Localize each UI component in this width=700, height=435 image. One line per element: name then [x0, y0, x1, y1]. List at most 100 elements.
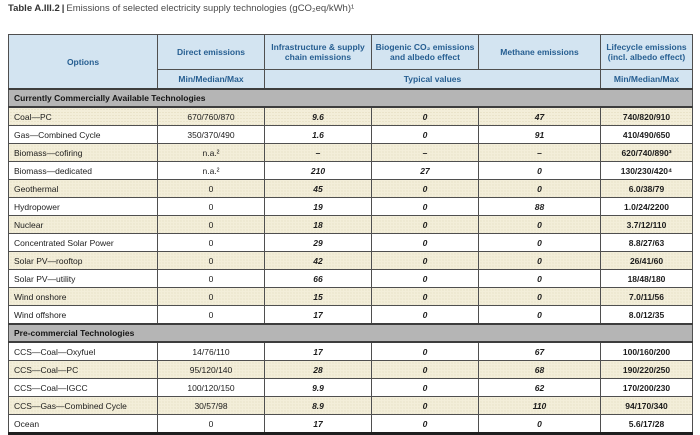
table-row: Coal—PC 670/760/870 9.6 0 47 740/820/910 [8, 106, 693, 126]
cell-direct-emissions: n.a.² [157, 143, 265, 162]
cell-option: Wind offshore [8, 305, 158, 325]
cell-option: CCS—Coal—IGCC [8, 378, 158, 397]
cell-direct-emissions: 0 [157, 414, 265, 434]
table-row: CCS—Coal—IGCC 100/120/150 9.9 0 62 170/200/23… [8, 378, 693, 397]
cell-biogenic-emissions: 0 [371, 197, 479, 216]
table-number: Table A.III.2 [8, 3, 60, 14]
cell-biogenic-emissions: – [371, 143, 479, 162]
cell-lifecycle-emissions: 100/160/200 [600, 341, 693, 361]
cell-direct-emissions: 14/76/110 [157, 341, 265, 361]
cell-infrastructure-emissions: 17 [264, 305, 372, 325]
cell-methane-emissions: 0 [478, 269, 601, 288]
cell-methane-emissions: 88 [478, 197, 601, 216]
table-row: Nuclear 0 18 0 0 3.7/12/110 [8, 215, 693, 234]
cell-direct-emissions: 0 [157, 305, 265, 325]
cell-direct-emissions: 95/120/140 [157, 360, 265, 379]
cell-biogenic-emissions: 0 [371, 179, 479, 198]
cell-biogenic-emissions: 0 [371, 251, 479, 270]
table-row: Solar PV—utility 0 66 0 0 18/48/180 [8, 269, 693, 288]
table-row: Ocean 0 17 0 0 5.6/17/28 [8, 414, 693, 434]
cell-lifecycle-emissions: 6.0/38/79 [600, 179, 693, 198]
cell-biogenic-emissions: 0 [371, 269, 479, 288]
cell-direct-emissions: 0 [157, 269, 265, 288]
cell-option: Geothermal [8, 179, 158, 198]
cell-methane-emissions: 62 [478, 378, 601, 397]
cell-option: Biomass—dedicated [8, 161, 158, 180]
cell-biogenic-emissions: 0 [371, 414, 479, 434]
cell-infrastructure-emissions: 45 [264, 179, 372, 198]
cell-option: Gas—Combined Cycle [8, 125, 158, 144]
cell-lifecycle-emissions: 8.0/12/35 [600, 305, 693, 325]
header-row-main: Options Direct emissions Infrastructure … [8, 34, 693, 90]
cell-direct-emissions: 0 [157, 251, 265, 270]
cell-lifecycle-emissions: 190/220/250 [600, 360, 693, 379]
cell-methane-emissions: – [478, 143, 601, 162]
cell-methane-emissions: 0 [478, 251, 601, 270]
caption-separator: | [61, 3, 65, 14]
table-row: Geothermal 0 45 0 0 6.0/38/79 [8, 179, 693, 198]
cell-infrastructure-emissions: 17 [264, 414, 372, 434]
cell-infrastructure-emissions: 19 [264, 197, 372, 216]
cell-methane-emissions: 0 [478, 233, 601, 252]
cell-lifecycle-emissions: 740/820/910 [600, 106, 693, 126]
table-row: CCS—Coal—PC 95/120/140 28 0 68 190/220/250 [8, 360, 693, 379]
section-label: Currently Commercially Available Technol… [8, 88, 693, 108]
cell-infrastructure-emissions: 8.9 [264, 396, 372, 415]
col-header-direct-emissions: Direct emissions [157, 34, 265, 70]
cell-methane-emissions: 0 [478, 287, 601, 306]
cell-infrastructure-emissions: – [264, 143, 372, 162]
table-row: Wind onshore 0 15 0 0 7.0/11/56 [8, 287, 693, 306]
col-header-lifecycle-emissions: Lifecycle emissions (incl. albedo effect… [600, 34, 693, 70]
col-header-infrastructure-emissions: Infrastructure & supply chain emissions [264, 34, 372, 70]
cell-option: Biomass—cofiring [8, 143, 158, 162]
cell-lifecycle-emissions: 18/48/180 [600, 269, 693, 288]
table-row: Hydropower 0 19 0 88 1.0/24/2200 [8, 197, 693, 216]
cell-option: Concentrated Solar Power [8, 233, 158, 252]
cell-biogenic-emissions: 0 [371, 287, 479, 306]
header-row-sub: Min/Median/Max Typical values Min/Median… [9, 69, 693, 90]
cell-direct-emissions: 0 [157, 287, 265, 306]
cell-direct-emissions: 0 [157, 197, 265, 216]
emissions-table: Options Direct emissions Infrastructure … [8, 34, 693, 435]
cell-methane-emissions: 91 [478, 125, 601, 144]
cell-biogenic-emissions: 0 [371, 360, 479, 379]
cell-infrastructure-emissions: 1.6 [264, 125, 372, 144]
cell-infrastructure-emissions: 42 [264, 251, 372, 270]
cell-direct-emissions: 0 [157, 179, 265, 198]
table-caption: Table A.III.2 | Emissions of selected elec… [8, 3, 692, 15]
cell-lifecycle-emissions: 3.7/12/110 [600, 215, 693, 234]
table-row: CCS—Coal—Oxyfuel 14/76/110 17 0 67 100/160/20… [8, 341, 693, 361]
col-header-options: Options [8, 34, 158, 90]
cell-methane-emissions: 0 [478, 414, 601, 434]
cell-infrastructure-emissions: 9.9 [264, 378, 372, 397]
cell-methane-emissions: 0 [478, 305, 601, 325]
cell-biogenic-emissions: 0 [371, 378, 479, 397]
subheader-typical-values: Typical values [264, 69, 601, 90]
table-row: CCS—Gas—Combined Cycle 30/57/98 8.9 0 110 94/… [8, 396, 693, 415]
cell-option: Hydropower [8, 197, 158, 216]
table-row: Concentrated Solar Power 0 29 0 0 8.8/27/63 [8, 233, 693, 252]
caption-text: Emissions of selected electricity supply… [66, 3, 355, 14]
cell-biogenic-emissions: 0 [371, 233, 479, 252]
cell-option: Solar PV—rooftop [8, 251, 158, 270]
cell-infrastructure-emissions: 66 [264, 269, 372, 288]
cell-option: CCS—Coal—Oxyfuel [8, 341, 158, 361]
cell-lifecycle-emissions: 26/41/60 [600, 251, 693, 270]
cell-lifecycle-emissions: 8.8/27/63 [600, 233, 693, 252]
cell-biogenic-emissions: 0 [371, 396, 479, 415]
cell-lifecycle-emissions: 7.0/11/56 [600, 287, 693, 306]
cell-infrastructure-emissions: 15 [264, 287, 372, 306]
table-body: Currently Commercially Available Technol… [8, 88, 693, 434]
cell-biogenic-emissions: 0 [371, 305, 479, 325]
cell-lifecycle-emissions: 130/230/420⁴ [600, 161, 693, 180]
section-header-row: Currently Commercially Available Technol… [8, 88, 693, 108]
table-row: Wind offshore 0 17 0 0 8.0/12/35 [8, 305, 693, 325]
cell-methane-emissions: 47 [478, 106, 601, 126]
cell-direct-emissions: 350/370/490 [157, 125, 265, 144]
cell-methane-emissions: 0 [478, 179, 601, 198]
cell-direct-emissions: n.a.² [157, 161, 265, 180]
cell-direct-emissions: 30/57/98 [157, 396, 265, 415]
cell-methane-emissions: 0 [478, 161, 601, 180]
cell-lifecycle-emissions: 1.0/24/2200 [600, 197, 693, 216]
